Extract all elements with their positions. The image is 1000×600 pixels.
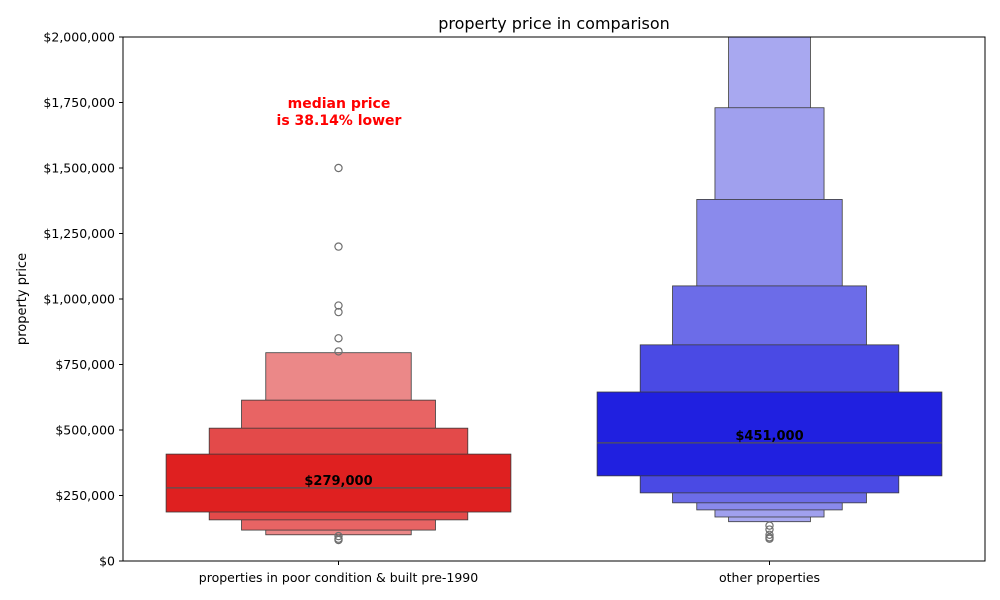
outlier-point — [334, 534, 343, 543]
y-tick-label: $1,250,000 — [43, 226, 115, 241]
outlier-point — [334, 334, 343, 343]
outlier-point — [765, 521, 774, 530]
median-value-label: $451,000 — [735, 429, 803, 444]
boxen-box — [596, 391, 943, 477]
y-tick-label: $2,000,000 — [43, 30, 115, 45]
median-value-label: $279,000 — [304, 474, 372, 489]
y-tick-label: $250,000 — [55, 488, 115, 503]
boxen-group: $279,000 — [165, 163, 512, 545]
y-tick-label: $0 — [99, 554, 115, 569]
outlier-point — [334, 307, 343, 317]
outlier-point — [334, 163, 343, 173]
outlier-point — [765, 525, 774, 534]
y-tick-label: $1,500,000 — [43, 161, 115, 176]
y-axis: $0 $250,000 $500,000 $750,000 $1,000,000 $1,2… — [43, 30, 123, 569]
y-tick-label: $1,750,000 — [43, 95, 115, 110]
chart-title: property price in comparison — [438, 14, 670, 33]
y-tick-label: $1,000,000 — [43, 292, 115, 307]
boxen-box — [165, 453, 512, 513]
annotation-line: is 38.14% lower — [277, 113, 402, 129]
outlier-point — [765, 533, 774, 542]
y-axis-label: property price — [15, 253, 30, 345]
outlier-point — [334, 301, 343, 310]
outlier-point — [334, 347, 343, 356]
outlier-point — [334, 242, 343, 251]
median-comparison-annotation: median price is 38.14% lower — [277, 96, 402, 129]
x-tick-label: other properties — [719, 570, 820, 585]
y-tick-label: $500,000 — [55, 423, 115, 438]
outlier-point — [765, 530, 774, 540]
plot-area: $279,000 $451,000 — [165, 36, 943, 545]
annotation-line: median price — [288, 96, 391, 112]
x-axis: properties in poor condition & built pre… — [199, 561, 820, 585]
x-tick-label: properties in poor condition & built pre… — [199, 570, 478, 585]
outlier-point — [334, 531, 343, 541]
y-tick-label: $750,000 — [55, 357, 115, 372]
boxen-group: $451,000 — [596, 36, 943, 543]
